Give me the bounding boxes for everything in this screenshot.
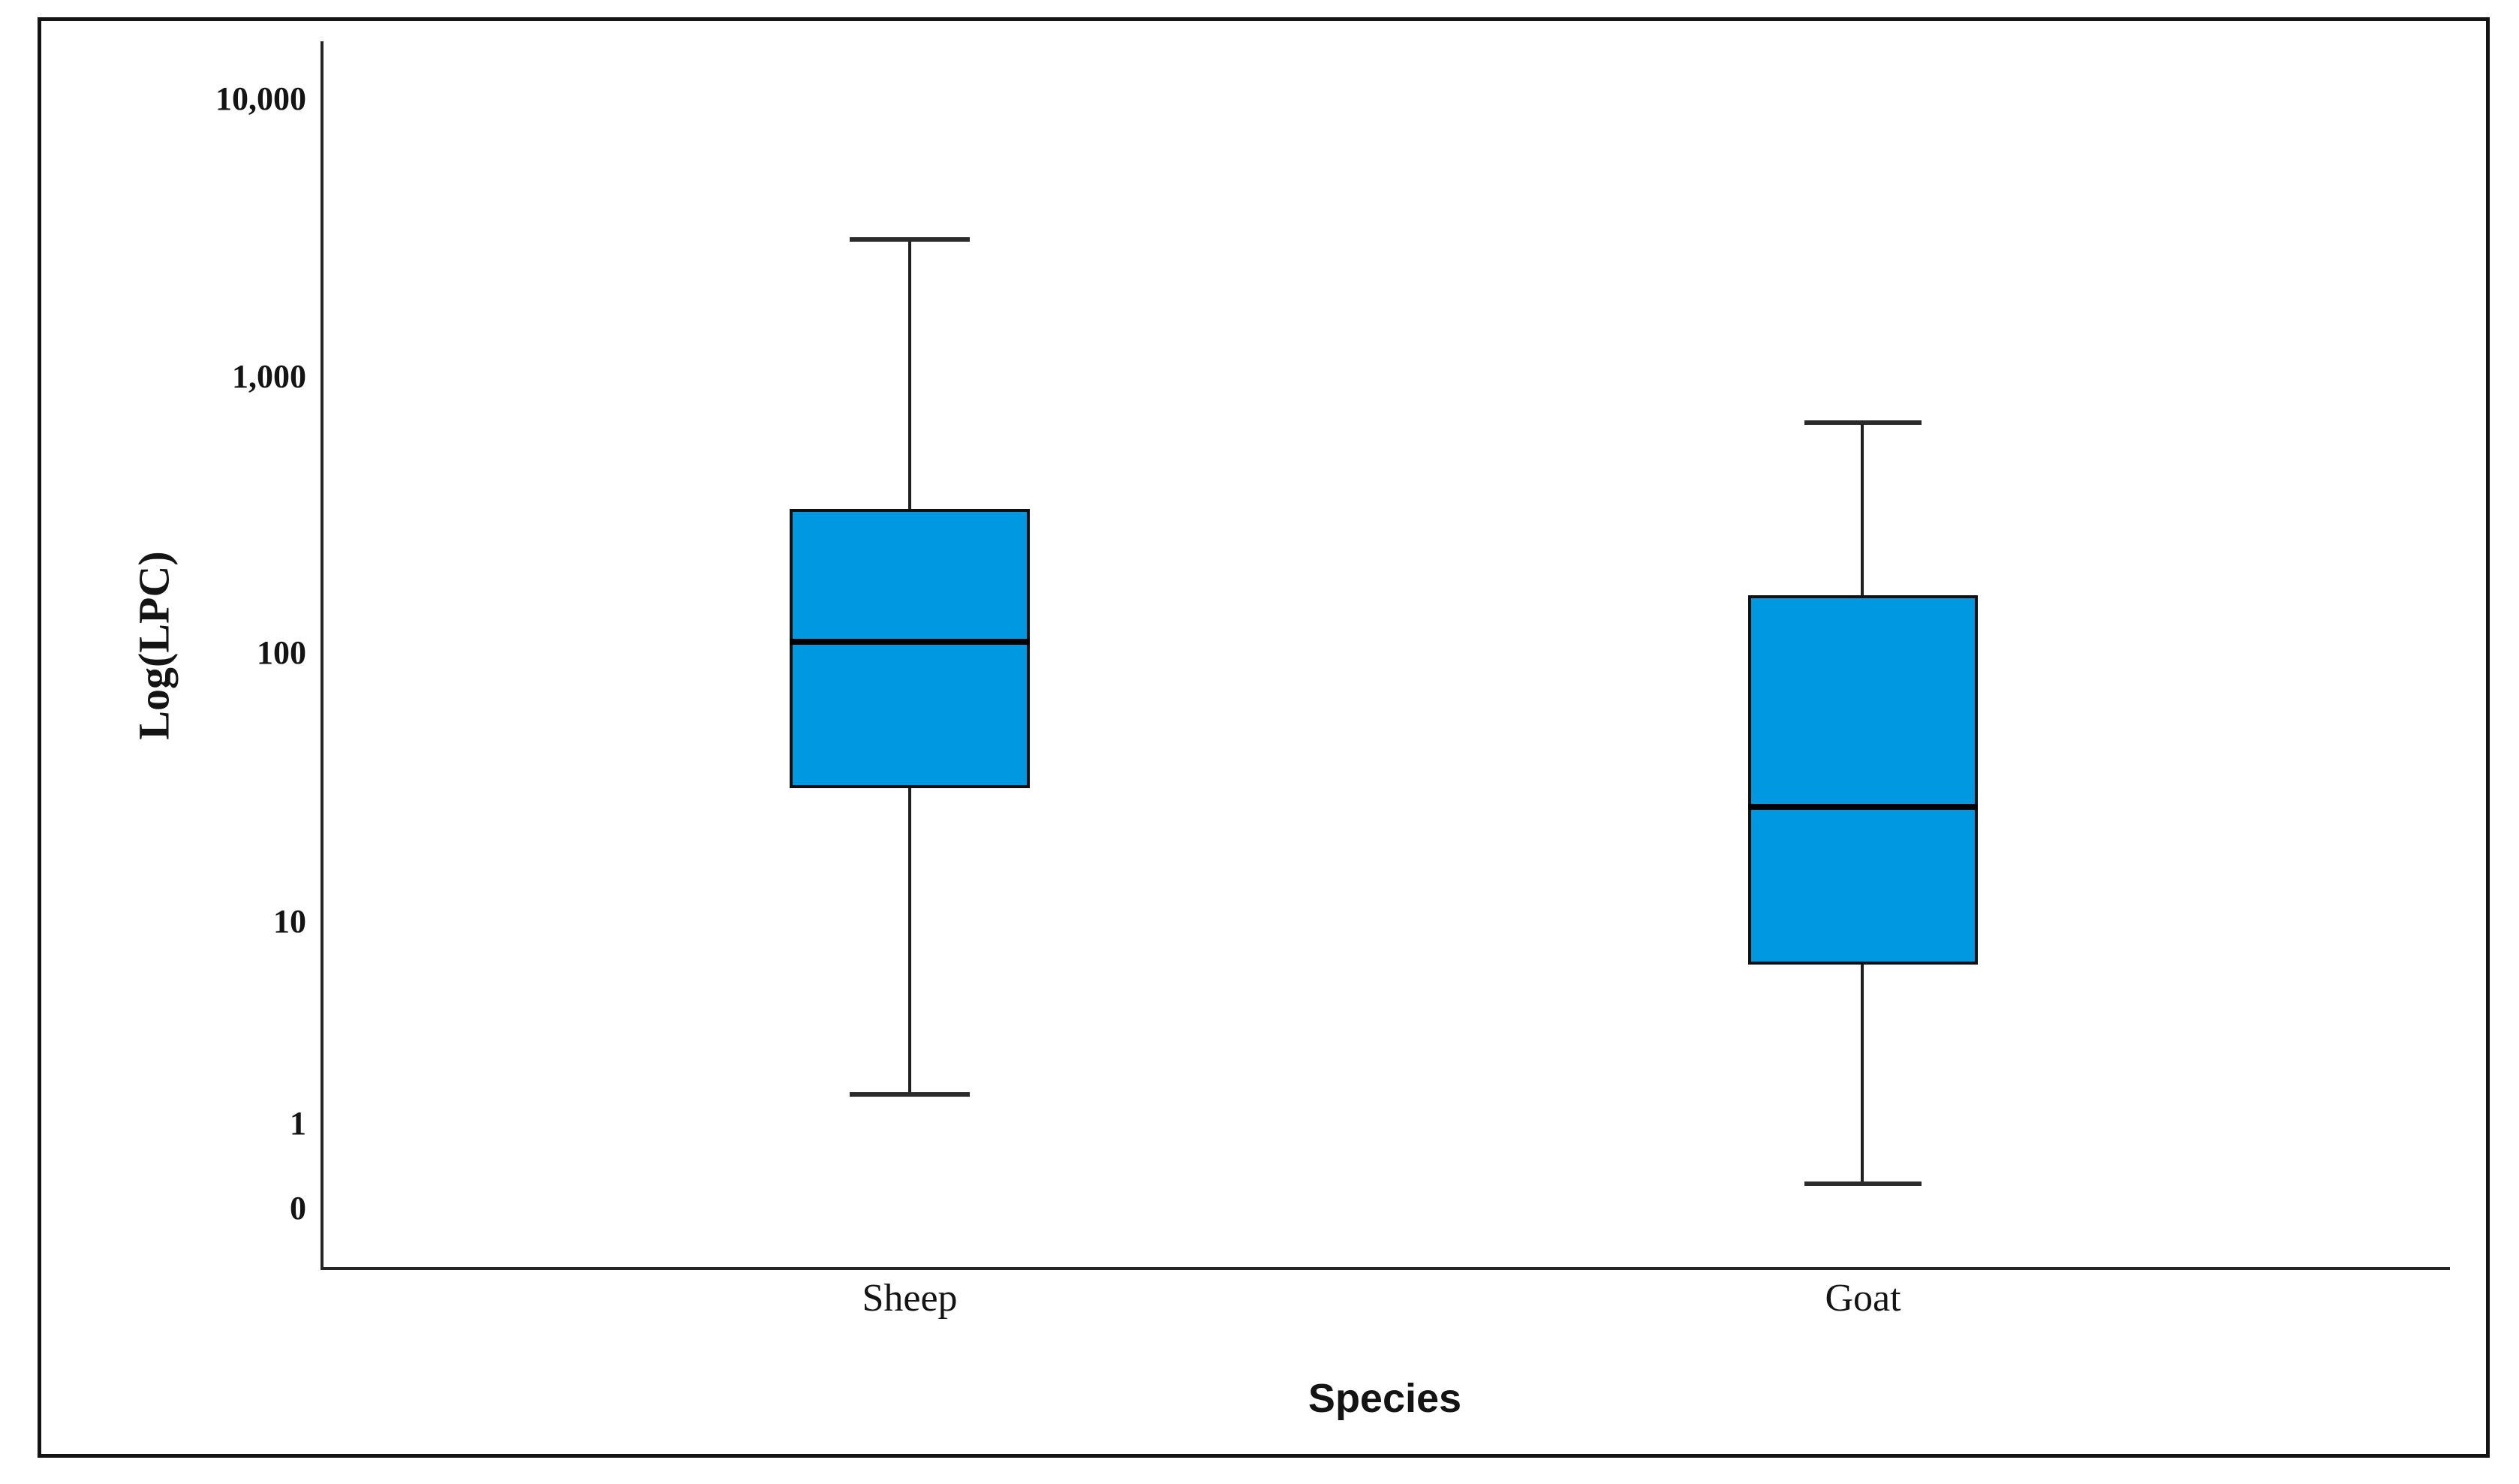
box-goat	[1748, 595, 1978, 965]
box-sheep	[790, 509, 1030, 788]
y-tick-label-100: 100	[257, 634, 306, 671]
y-tick-label-10: 10	[273, 903, 306, 940]
y-tick-label-10000: 10,000	[215, 80, 306, 117]
median-line-sheep	[790, 639, 1030, 645]
median-line-goat	[1748, 804, 1978, 810]
figure-frame	[38, 17, 2490, 1458]
whisker-cap-top-goat	[1804, 420, 1922, 425]
whisker-cap-bottom-goat	[1804, 1181, 1922, 1186]
category-label-goat: Goat	[1825, 1277, 1901, 1320]
whisker-cap-bottom-sheep	[850, 1092, 970, 1097]
y-tick-label-0: 0	[290, 1190, 306, 1227]
x-axis-title: Species	[1308, 1376, 1462, 1421]
y-tick-label-1000: 1,000	[232, 358, 306, 395]
y-axis-line	[321, 41, 324, 1270]
category-label-sheep: Sheep	[862, 1277, 958, 1320]
whisker-cap-top-sheep	[850, 237, 970, 242]
y-axis-title: Log(LPC)	[129, 551, 179, 740]
y-tick-label-1: 1	[290, 1105, 306, 1142]
x-axis-line	[321, 1267, 2450, 1270]
